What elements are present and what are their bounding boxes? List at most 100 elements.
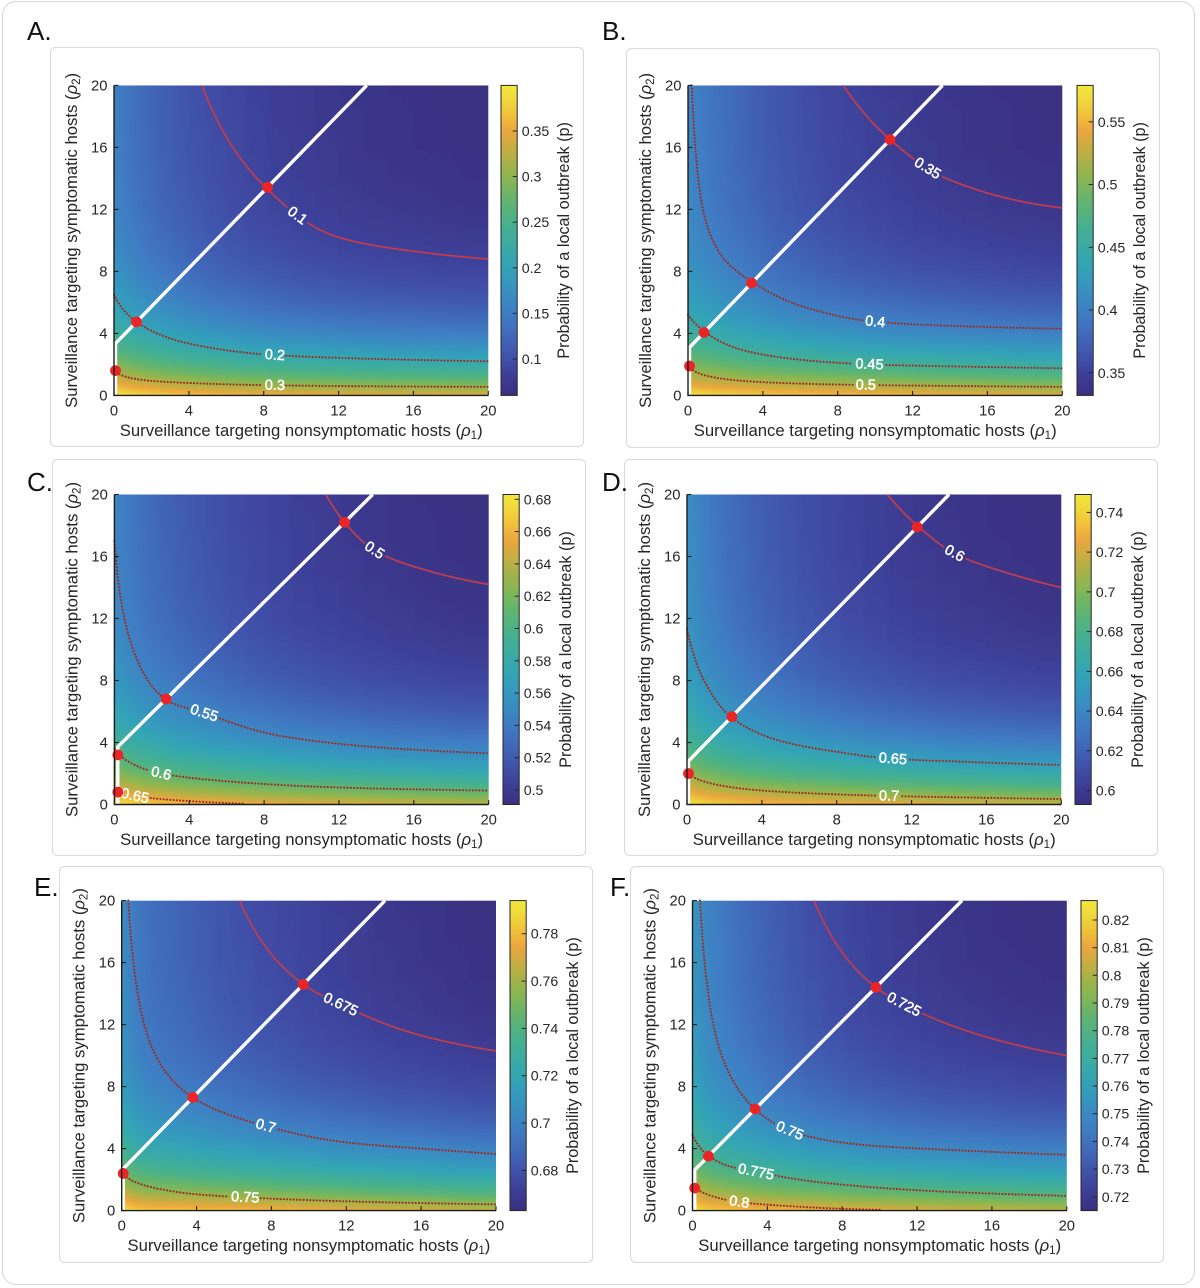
svg-text:0.64: 0.64: [524, 557, 552, 573]
svg-text:20: 20: [664, 488, 680, 504]
svg-text:0.82: 0.82: [1102, 913, 1130, 929]
svg-text:4: 4: [185, 813, 193, 829]
svg-text:4: 4: [107, 1142, 115, 1158]
svg-text:20: 20: [91, 78, 107, 94]
svg-text:20: 20: [1054, 403, 1070, 419]
svg-text:0.62: 0.62: [524, 590, 552, 606]
svg-text:8: 8: [678, 1080, 686, 1096]
svg-text:Surveillance targeting symptom: Surveillance targeting symptomatic hosts…: [62, 73, 83, 408]
svg-text:0.25: 0.25: [522, 215, 550, 231]
svg-text:0: 0: [688, 1219, 696, 1235]
svg-text:Surveillance targeting nonsymp: Surveillance targeting nonsymptomatic ho…: [698, 1236, 1061, 1257]
svg-text:16: 16: [99, 956, 115, 972]
svg-text:12: 12: [665, 202, 681, 218]
svg-text:12: 12: [904, 403, 920, 419]
svg-text:Surveillance targeting nonsymp: Surveillance targeting nonsymptomatic ho…: [694, 421, 1057, 442]
svg-text:20: 20: [99, 894, 115, 910]
svg-text:0.3: 0.3: [265, 378, 285, 394]
svg-text:16: 16: [91, 140, 107, 156]
svg-text:0: 0: [118, 1219, 126, 1235]
svg-text:12: 12: [331, 813, 347, 829]
svg-text:0.7: 0.7: [1096, 585, 1116, 601]
svg-text:0.4: 0.4: [1098, 303, 1118, 319]
svg-text:0.77: 0.77: [1102, 1051, 1130, 1067]
svg-text:12: 12: [91, 612, 107, 628]
svg-text:20: 20: [488, 1219, 504, 1235]
svg-text:16: 16: [91, 550, 107, 566]
svg-text:0: 0: [107, 1204, 115, 1220]
svg-text:8: 8: [107, 1080, 115, 1096]
svg-text:16: 16: [405, 403, 421, 419]
svg-text:12: 12: [903, 813, 919, 829]
svg-text:0.35: 0.35: [522, 124, 550, 140]
svg-text:0.54: 0.54: [524, 719, 552, 735]
svg-text:0.5: 0.5: [1098, 178, 1118, 194]
svg-text:0.5: 0.5: [856, 377, 876, 393]
svg-text:0: 0: [672, 798, 680, 814]
svg-text:0.66: 0.66: [1096, 665, 1124, 681]
svg-text:0: 0: [684, 403, 692, 419]
svg-text:0.66: 0.66: [524, 525, 552, 541]
svg-text:0: 0: [99, 388, 107, 404]
svg-text:0.72: 0.72: [531, 1069, 559, 1085]
svg-text:Probability of a local outbrea: Probability of a local outbreak (p): [1129, 532, 1147, 769]
svg-text:0.4: 0.4: [864, 313, 886, 331]
svg-text:20: 20: [1053, 813, 1069, 829]
svg-text:Surveillance targeting nonsymp: Surveillance targeting nonsymptomatic ho…: [693, 830, 1056, 851]
svg-text:0.74: 0.74: [1096, 506, 1124, 522]
svg-text:12: 12: [330, 403, 346, 419]
svg-text:12: 12: [664, 612, 680, 628]
svg-text:16: 16: [984, 1219, 1000, 1235]
svg-text:0.62: 0.62: [1096, 744, 1124, 760]
svg-text:Probability of a local outbrea: Probability of a local outbreak (p): [1135, 937, 1153, 1174]
svg-text:Probability of a local outbrea: Probability of a local outbreak (p): [564, 937, 582, 1174]
svg-text:12: 12: [338, 1219, 354, 1235]
svg-text:16: 16: [978, 813, 994, 829]
svg-text:0.5: 0.5: [524, 783, 544, 799]
svg-text:4: 4: [99, 326, 107, 342]
svg-text:0.1: 0.1: [522, 352, 542, 368]
svg-text:0: 0: [678, 1204, 686, 1220]
svg-text:20: 20: [670, 894, 686, 910]
svg-text:8: 8: [99, 264, 107, 280]
svg-text:20: 20: [91, 488, 107, 504]
svg-text:0.65: 0.65: [878, 751, 907, 769]
svg-text:16: 16: [664, 550, 680, 566]
svg-text:0.2: 0.2: [522, 261, 542, 277]
svg-text:0.6: 0.6: [149, 764, 172, 784]
svg-text:12: 12: [99, 1018, 115, 1034]
svg-text:8: 8: [267, 1219, 275, 1235]
svg-text:Probability of a local outbrea: Probability of a local outbreak (p): [1131, 122, 1149, 359]
svg-text:0: 0: [100, 798, 108, 814]
svg-text:Surveillance targeting nonsymp: Surveillance targeting nonsymptomatic ho…: [120, 830, 483, 851]
svg-text:4: 4: [185, 403, 193, 419]
svg-text:0.75: 0.75: [231, 1189, 260, 1206]
svg-text:0: 0: [110, 403, 118, 419]
svg-text:Probability of a local outbrea: Probability of a local outbreak (p): [555, 122, 573, 359]
svg-text:8: 8: [100, 674, 108, 690]
svg-text:0.74: 0.74: [531, 1021, 559, 1037]
svg-text:0.72: 0.72: [1102, 1190, 1130, 1206]
svg-text:16: 16: [406, 813, 422, 829]
svg-text:8: 8: [260, 813, 268, 829]
svg-text:0.7: 0.7: [254, 1116, 278, 1137]
svg-text:0.2: 0.2: [264, 347, 285, 364]
svg-text:0: 0: [683, 813, 691, 829]
svg-text:0.76: 0.76: [531, 974, 559, 990]
svg-text:20: 20: [1059, 1219, 1075, 1235]
svg-text:8: 8: [833, 813, 841, 829]
svg-text:0: 0: [110, 813, 118, 829]
svg-text:0.75: 0.75: [1102, 1107, 1130, 1123]
svg-text:16: 16: [670, 956, 686, 972]
svg-text:0.52: 0.52: [524, 751, 552, 767]
svg-text:4: 4: [763, 1219, 771, 1235]
svg-text:0.3: 0.3: [522, 170, 542, 186]
svg-text:0.58: 0.58: [524, 654, 552, 670]
svg-text:0.45: 0.45: [1098, 240, 1126, 256]
svg-text:8: 8: [673, 264, 681, 280]
svg-text:20: 20: [665, 78, 681, 94]
svg-text:8: 8: [834, 403, 842, 419]
svg-text:Surveillance targeting symptom: Surveillance targeting symptomatic hosts…: [636, 73, 657, 408]
svg-text:0.64: 0.64: [1096, 704, 1124, 720]
svg-text:0.72: 0.72: [1096, 545, 1124, 561]
